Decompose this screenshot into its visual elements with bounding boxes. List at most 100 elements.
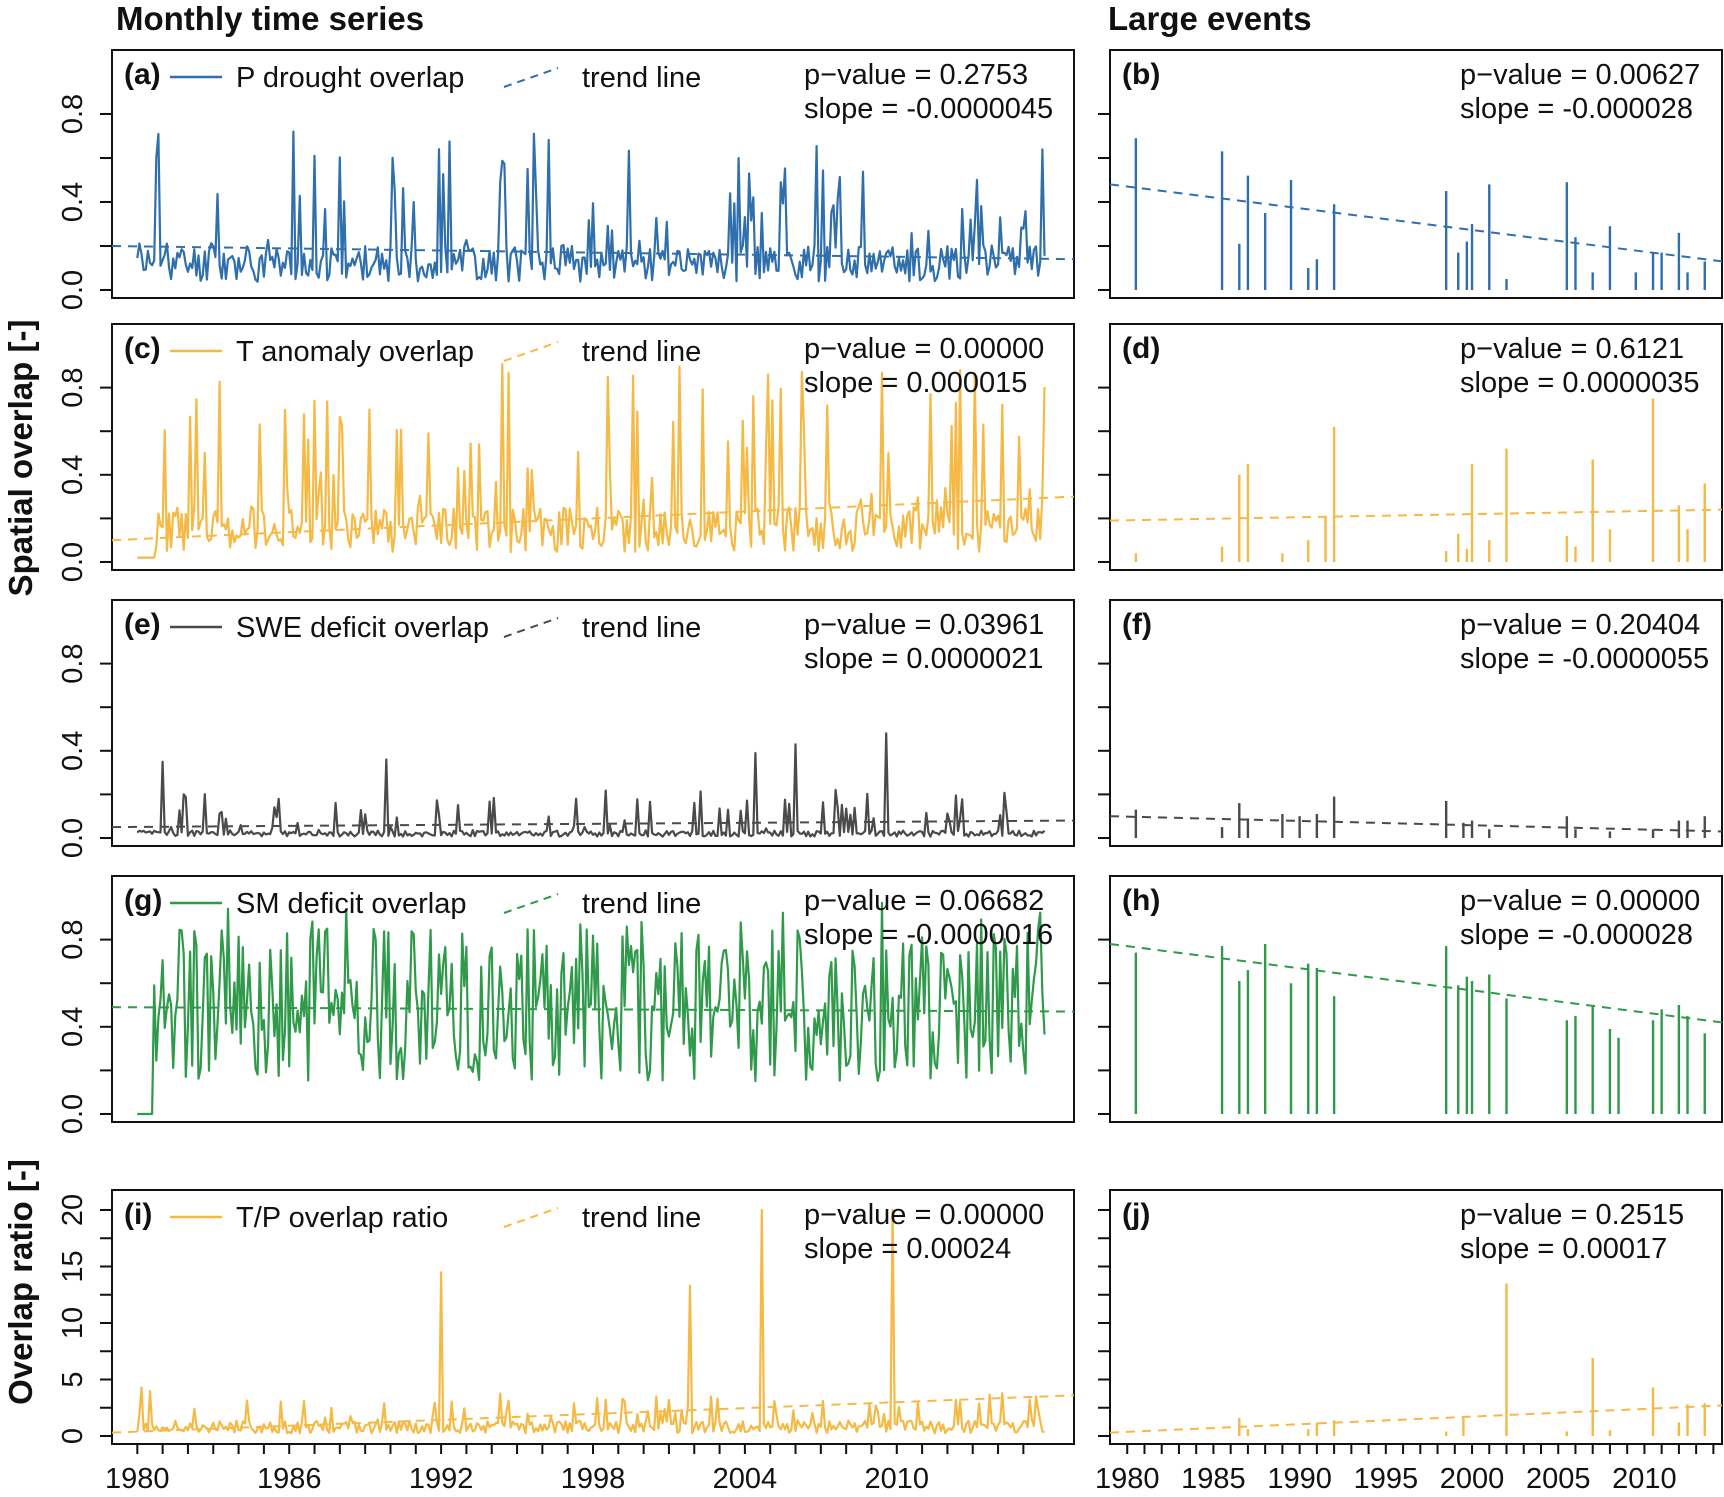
plot-frame: [111, 49, 1075, 299]
panel-i: 0 5 10 15 20 1980 1986 1992 1998 2004 2010 (i) T/P o…: [57, 1189, 1075, 1495]
panel-e: 0.0 0.4 0.8 (e) SWE deficit overlap trend lin…: [57, 599, 1075, 858]
y-tick-label: 5: [57, 1371, 89, 1387]
legend-trend-line: [503, 1207, 559, 1228]
legend-series-label: T/P overlap ratio: [236, 1202, 448, 1234]
x-tick-label: 1990: [1267, 1463, 1332, 1495]
plot-frame: [1109, 1189, 1723, 1445]
y-tick-label: 0.0: [57, 270, 89, 310]
panel-c: 0.0 0.4 0.8 (c) T anomaly overlap trend line p…: [57, 323, 1075, 582]
heading-monthly: Monthly time series: [116, 0, 424, 37]
y-tick-label: 20: [57, 1194, 89, 1226]
pvalue-label: p−value = 0.20404: [1460, 609, 1700, 641]
slope-label: slope = -0.000028: [1460, 919, 1693, 951]
trend-line: [111, 819, 1075, 829]
legend-trend-label: trend line: [582, 612, 701, 644]
pvalue-label: p−value = 0.2515: [1460, 1199, 1684, 1231]
legend-trend-label: trend line: [582, 336, 701, 368]
ylabel-spatial-overlap: Spatial overlap [-]: [2, 320, 39, 597]
pvalue-label: p−value = 0.2753: [804, 59, 1028, 91]
y-tick-label: 0.4: [57, 1007, 89, 1047]
trend-line: [1109, 1404, 1723, 1434]
plot-frame: [111, 875, 1075, 1123]
pvalue-label: p−value = 0.06682: [804, 885, 1044, 917]
y-tick-label: 0.8: [57, 643, 89, 683]
trend-line: [1109, 183, 1723, 263]
legend-trend-line: [503, 617, 559, 638]
y-tick-label: 0.8: [57, 919, 89, 959]
panel-label: (i): [124, 1198, 152, 1231]
series-line: [136, 1208, 1045, 1435]
trend-line: [1109, 942, 1723, 1024]
x-tick-label: 1995: [1354, 1463, 1419, 1495]
y-tick-label: 0.0: [57, 542, 89, 582]
trend-line: [111, 1394, 1075, 1434]
panel-label: (a): [124, 58, 161, 91]
slope-label: slope = 0.0000021: [804, 643, 1043, 675]
legend-trend-label: trend line: [582, 1202, 701, 1234]
x-tick-label: 1998: [561, 1463, 626, 1495]
y-tick-label: 10: [57, 1307, 89, 1339]
x-tick-label: 1986: [257, 1463, 322, 1495]
slope-label: slope = 0.00017: [1460, 1233, 1667, 1265]
x-tick-label: 1980: [105, 1463, 170, 1495]
slope-label: slope = 0.000015: [804, 367, 1027, 399]
trend-line: [111, 245, 1075, 261]
pvalue-label: p−value = 0.00627: [1460, 59, 1700, 91]
plot-frame: [1109, 875, 1723, 1123]
heading-large-events: Large events: [1108, 0, 1312, 37]
panel-label: (j): [1122, 1198, 1150, 1231]
panel-label: (e): [124, 608, 161, 641]
panel-label: (b): [1122, 58, 1160, 91]
series-line: [136, 130, 1046, 283]
legend-series-label: P drought overlap: [236, 62, 464, 94]
legend-trend-label: trend line: [582, 62, 701, 94]
y-tick-label: 0: [57, 1428, 89, 1444]
series-line: [137, 901, 1046, 1116]
panel-label: (h): [1122, 884, 1160, 917]
panel-a: 0.0 0.4 0.8 (a) P drought overlap trend line p…: [57, 49, 1075, 310]
legend-trend-line: [503, 67, 559, 88]
panel-label: (f): [1122, 608, 1152, 641]
legend-series-label: T anomaly overlap: [236, 336, 474, 368]
trend-line: [111, 1006, 1075, 1013]
plot-frame: [1109, 49, 1723, 299]
y-tick-label: 0.0: [57, 818, 89, 858]
y-tick-label: 15: [57, 1250, 89, 1282]
plot-frame: [1109, 599, 1723, 847]
x-tick-label: 2010: [1612, 1463, 1677, 1495]
pvalue-label: p−value = 0.6121: [1460, 333, 1684, 365]
plot-frame: [111, 323, 1075, 571]
y-tick-label: 0.8: [57, 94, 89, 134]
slope-label: slope = 0.0000035: [1460, 367, 1699, 399]
trend-line: [111, 495, 1075, 542]
x-tick-label: 1985: [1181, 1463, 1246, 1495]
y-tick-label: 0.4: [57, 455, 89, 495]
legend-trend-line: [503, 341, 559, 362]
x-tick-label: 2000: [1440, 1463, 1505, 1495]
plot-frame: [111, 599, 1075, 847]
pvalue-label: p−value = 0.03961: [804, 609, 1044, 641]
x-tick-label: 1980: [1095, 1463, 1160, 1495]
pvalue-label: p−value = 0.00000: [804, 1199, 1044, 1231]
slope-label: slope = -0.0000045: [804, 93, 1053, 125]
pvalue-label: p−value = 0.00000: [804, 333, 1044, 365]
y-tick-label: 0.4: [57, 731, 89, 771]
plot-frame: [1109, 323, 1723, 571]
ylabel-overlap-ratio: Overlap ratio [-]: [2, 1159, 39, 1405]
series-line: [136, 732, 1046, 838]
legend-series-label: SM deficit overlap: [236, 888, 467, 920]
x-tick-label: 2010: [865, 1463, 930, 1495]
trend-line: [1109, 508, 1723, 522]
slope-label: slope = -0.0000016: [804, 919, 1053, 951]
slope-label: slope = -0.0000055: [1460, 643, 1709, 675]
slope-label: slope = -0.000028: [1460, 93, 1693, 125]
y-tick-label: 0.0: [57, 1094, 89, 1134]
x-tick-label: 1992: [409, 1463, 474, 1495]
panel-label: (d): [1122, 332, 1160, 365]
slope-label: slope = 0.00024: [804, 1233, 1011, 1265]
series-line: [137, 363, 1046, 559]
